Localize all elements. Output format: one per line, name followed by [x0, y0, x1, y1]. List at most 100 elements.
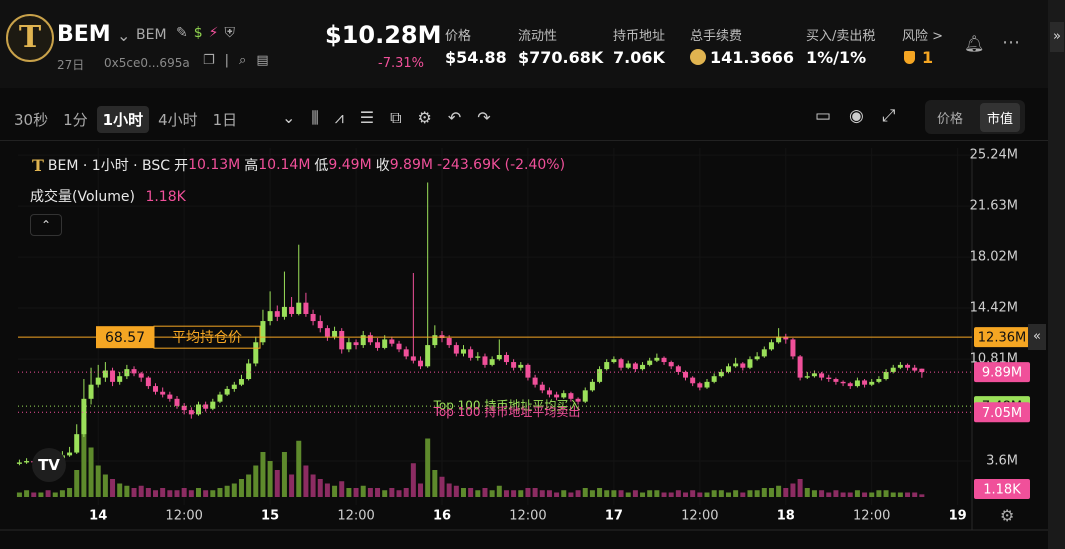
candle-body	[625, 363, 631, 368]
interval-button[interactable]: 1小时	[96, 106, 150, 133]
volume-bar	[24, 490, 30, 497]
volume-bar	[267, 461, 273, 497]
candle-body	[396, 343, 402, 350]
axis-settings[interactable]: ⚙︎	[1000, 506, 1015, 525]
volume-bar	[124, 485, 130, 497]
volume-bar	[683, 492, 689, 497]
candle-body	[145, 377, 151, 387]
volume-bar	[819, 490, 825, 497]
volume-bar	[224, 485, 230, 497]
candle-body	[489, 359, 495, 365]
volume-bar	[733, 490, 739, 497]
volume-bar	[546, 490, 552, 497]
collapse-legend[interactable]: ⌃	[30, 214, 62, 236]
candle-body	[418, 360, 424, 367]
address-actions[interactable]: ❐|⌕▤	[203, 53, 279, 68]
volume-bar	[153, 490, 159, 497]
volume-bar	[661, 492, 667, 497]
view-icons[interactable]: ▭◉⤢	[815, 106, 914, 126]
volume-bar	[790, 483, 796, 497]
candle-body	[460, 349, 466, 354]
stat-value: $770.68K	[518, 48, 604, 67]
volume-bar	[890, 492, 896, 497]
mode-button[interactable]: 价格	[936, 111, 963, 127]
volume-bar	[640, 492, 646, 497]
interval-button[interactable]: 1分	[63, 111, 88, 129]
volume-bar	[604, 490, 610, 497]
volume-bar	[16, 492, 22, 497]
candle-body	[124, 369, 130, 377]
candle-body	[453, 345, 459, 354]
candle-body	[110, 370, 116, 382]
candle-body	[303, 302, 309, 314]
candle-body	[518, 364, 524, 368]
candle-body	[289, 306, 295, 314]
candle-body	[425, 345, 431, 367]
volume-bar	[561, 490, 567, 497]
volume-bar	[589, 490, 595, 497]
volume-bar	[919, 494, 925, 497]
alert-button[interactable]: 🔔︎	[964, 34, 985, 53]
volume-bar	[117, 483, 123, 497]
candle-body	[604, 362, 610, 370]
volume-value: 1.18K	[145, 189, 186, 205]
candle-body	[468, 349, 474, 358]
volume-bar	[339, 481, 345, 497]
price-label-box	[974, 402, 1030, 423]
expand-button[interactable]: »	[1050, 22, 1064, 52]
header: T BEM ⌄ BEM ✎$⚡⛨ 27日 0x5ce0...695a ❐|⌕▤ …	[0, 0, 1048, 88]
interval-button[interactable]: 1日	[212, 111, 238, 129]
interval-button[interactable]: 30秒	[14, 111, 49, 129]
legend-low-label: 低	[314, 158, 329, 174]
candle-body	[389, 339, 395, 344]
candle-body	[611, 359, 617, 363]
price-line-text: Top 100 持币地址平均卖出	[433, 404, 581, 419]
legend-close-label: 收	[375, 158, 390, 174]
candle-body	[131, 369, 137, 374]
interval-button[interactable]: 4小时	[158, 111, 198, 129]
candle-body	[160, 391, 166, 395]
candle-body	[761, 349, 767, 357]
volume-bar	[231, 483, 237, 497]
candle-body	[532, 377, 538, 385]
stat-label: 持币地址	[613, 29, 666, 44]
volume-bar	[768, 488, 774, 497]
volume-bar	[554, 492, 560, 497]
token-icons[interactable]: ✎$⚡⛨	[176, 25, 241, 41]
volume-bar	[289, 474, 295, 497]
volume-bar	[410, 463, 416, 497]
volume-bar	[826, 492, 832, 497]
mode-button[interactable]: 市值	[979, 102, 1020, 132]
volume-bar	[246, 474, 252, 497]
volume-bar	[203, 490, 209, 497]
candle-body	[561, 393, 567, 398]
candle-body	[95, 377, 101, 385]
candle-body	[704, 381, 710, 388]
volume-bar	[532, 488, 538, 497]
candle-body	[246, 363, 252, 380]
volume-bar	[303, 465, 309, 497]
volume-bar	[539, 490, 545, 497]
candle-body	[195, 404, 201, 415]
volume-bar	[611, 490, 617, 497]
token-address[interactable]: 0x5ce0...695a	[104, 56, 190, 70]
volume-bar	[776, 485, 782, 497]
volume-bar	[747, 490, 753, 497]
volume-bar	[296, 440, 302, 497]
candle-body	[360, 335, 366, 346]
candle-body	[783, 336, 789, 340]
volume-bar	[912, 492, 918, 497]
tool-icons[interactable]: ⌄⫼⩘☰⧉⚙︎↶↷	[282, 108, 507, 127]
dropdown-icon[interactable]: ⌄	[117, 26, 131, 45]
volume-bar	[375, 488, 381, 497]
volume-bar	[905, 492, 911, 497]
more-button[interactable]: ⋯	[1002, 32, 1020, 53]
volume-bar	[195, 488, 201, 497]
legend-close: 9.89M	[389, 157, 433, 173]
volume-bar	[367, 488, 373, 497]
token-name: BEM	[57, 22, 111, 47]
candle-body	[267, 311, 273, 322]
axis-collapse[interactable]: «	[1028, 324, 1046, 350]
x-tick-label: 12:00	[509, 509, 546, 524]
candle-body	[67, 452, 73, 456]
